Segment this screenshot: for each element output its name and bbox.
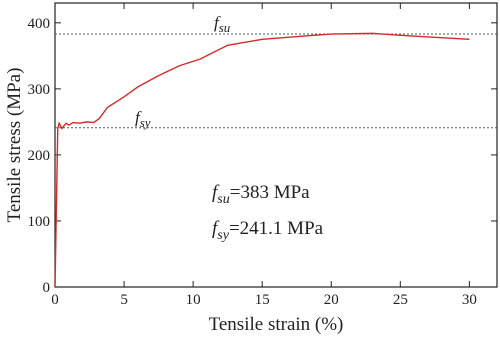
annotation-text: =383 MPa — [230, 182, 310, 203]
y-tick-label: 0 — [43, 280, 51, 296]
y-axis-label: Tensile stress (MPa) — [4, 68, 25, 223]
subscript: su — [217, 192, 229, 207]
symbol: f — [135, 108, 142, 127]
annotation-text: =241.1 MPa — [229, 218, 324, 239]
symbol: f — [214, 13, 221, 32]
x-tick-label: 15 — [255, 292, 270, 308]
y-tick-label: 200 — [28, 148, 51, 164]
plot-frame — [54, 2, 498, 288]
x-axis-label: Tensile strain (%) — [209, 314, 344, 335]
reference-label: fsy — [135, 108, 151, 130]
reference-label: fsu — [214, 13, 231, 35]
symbol: f — [212, 218, 220, 239]
annotation: fsu=383 MPa — [212, 182, 310, 207]
x-tick-label: 5 — [120, 292, 128, 308]
symbol: f — [212, 182, 220, 203]
subscript: su — [219, 20, 231, 35]
subscript: sy — [217, 228, 229, 243]
y-tick-label: 400 — [28, 16, 51, 32]
x-tick-label: 25 — [393, 292, 408, 308]
subscript: sy — [140, 115, 151, 130]
annotation: fsy=241.1 MPa — [212, 218, 324, 243]
data-line — [54, 32, 470, 288]
x-tick-label: 20 — [324, 292, 339, 308]
y-tick-label: 100 — [28, 214, 51, 230]
x-tick-label: 30 — [462, 292, 477, 308]
y-tick-label: 300 — [28, 82, 51, 98]
x-tick-label: 0 — [51, 292, 59, 308]
x-tick-label: 10 — [186, 292, 201, 308]
